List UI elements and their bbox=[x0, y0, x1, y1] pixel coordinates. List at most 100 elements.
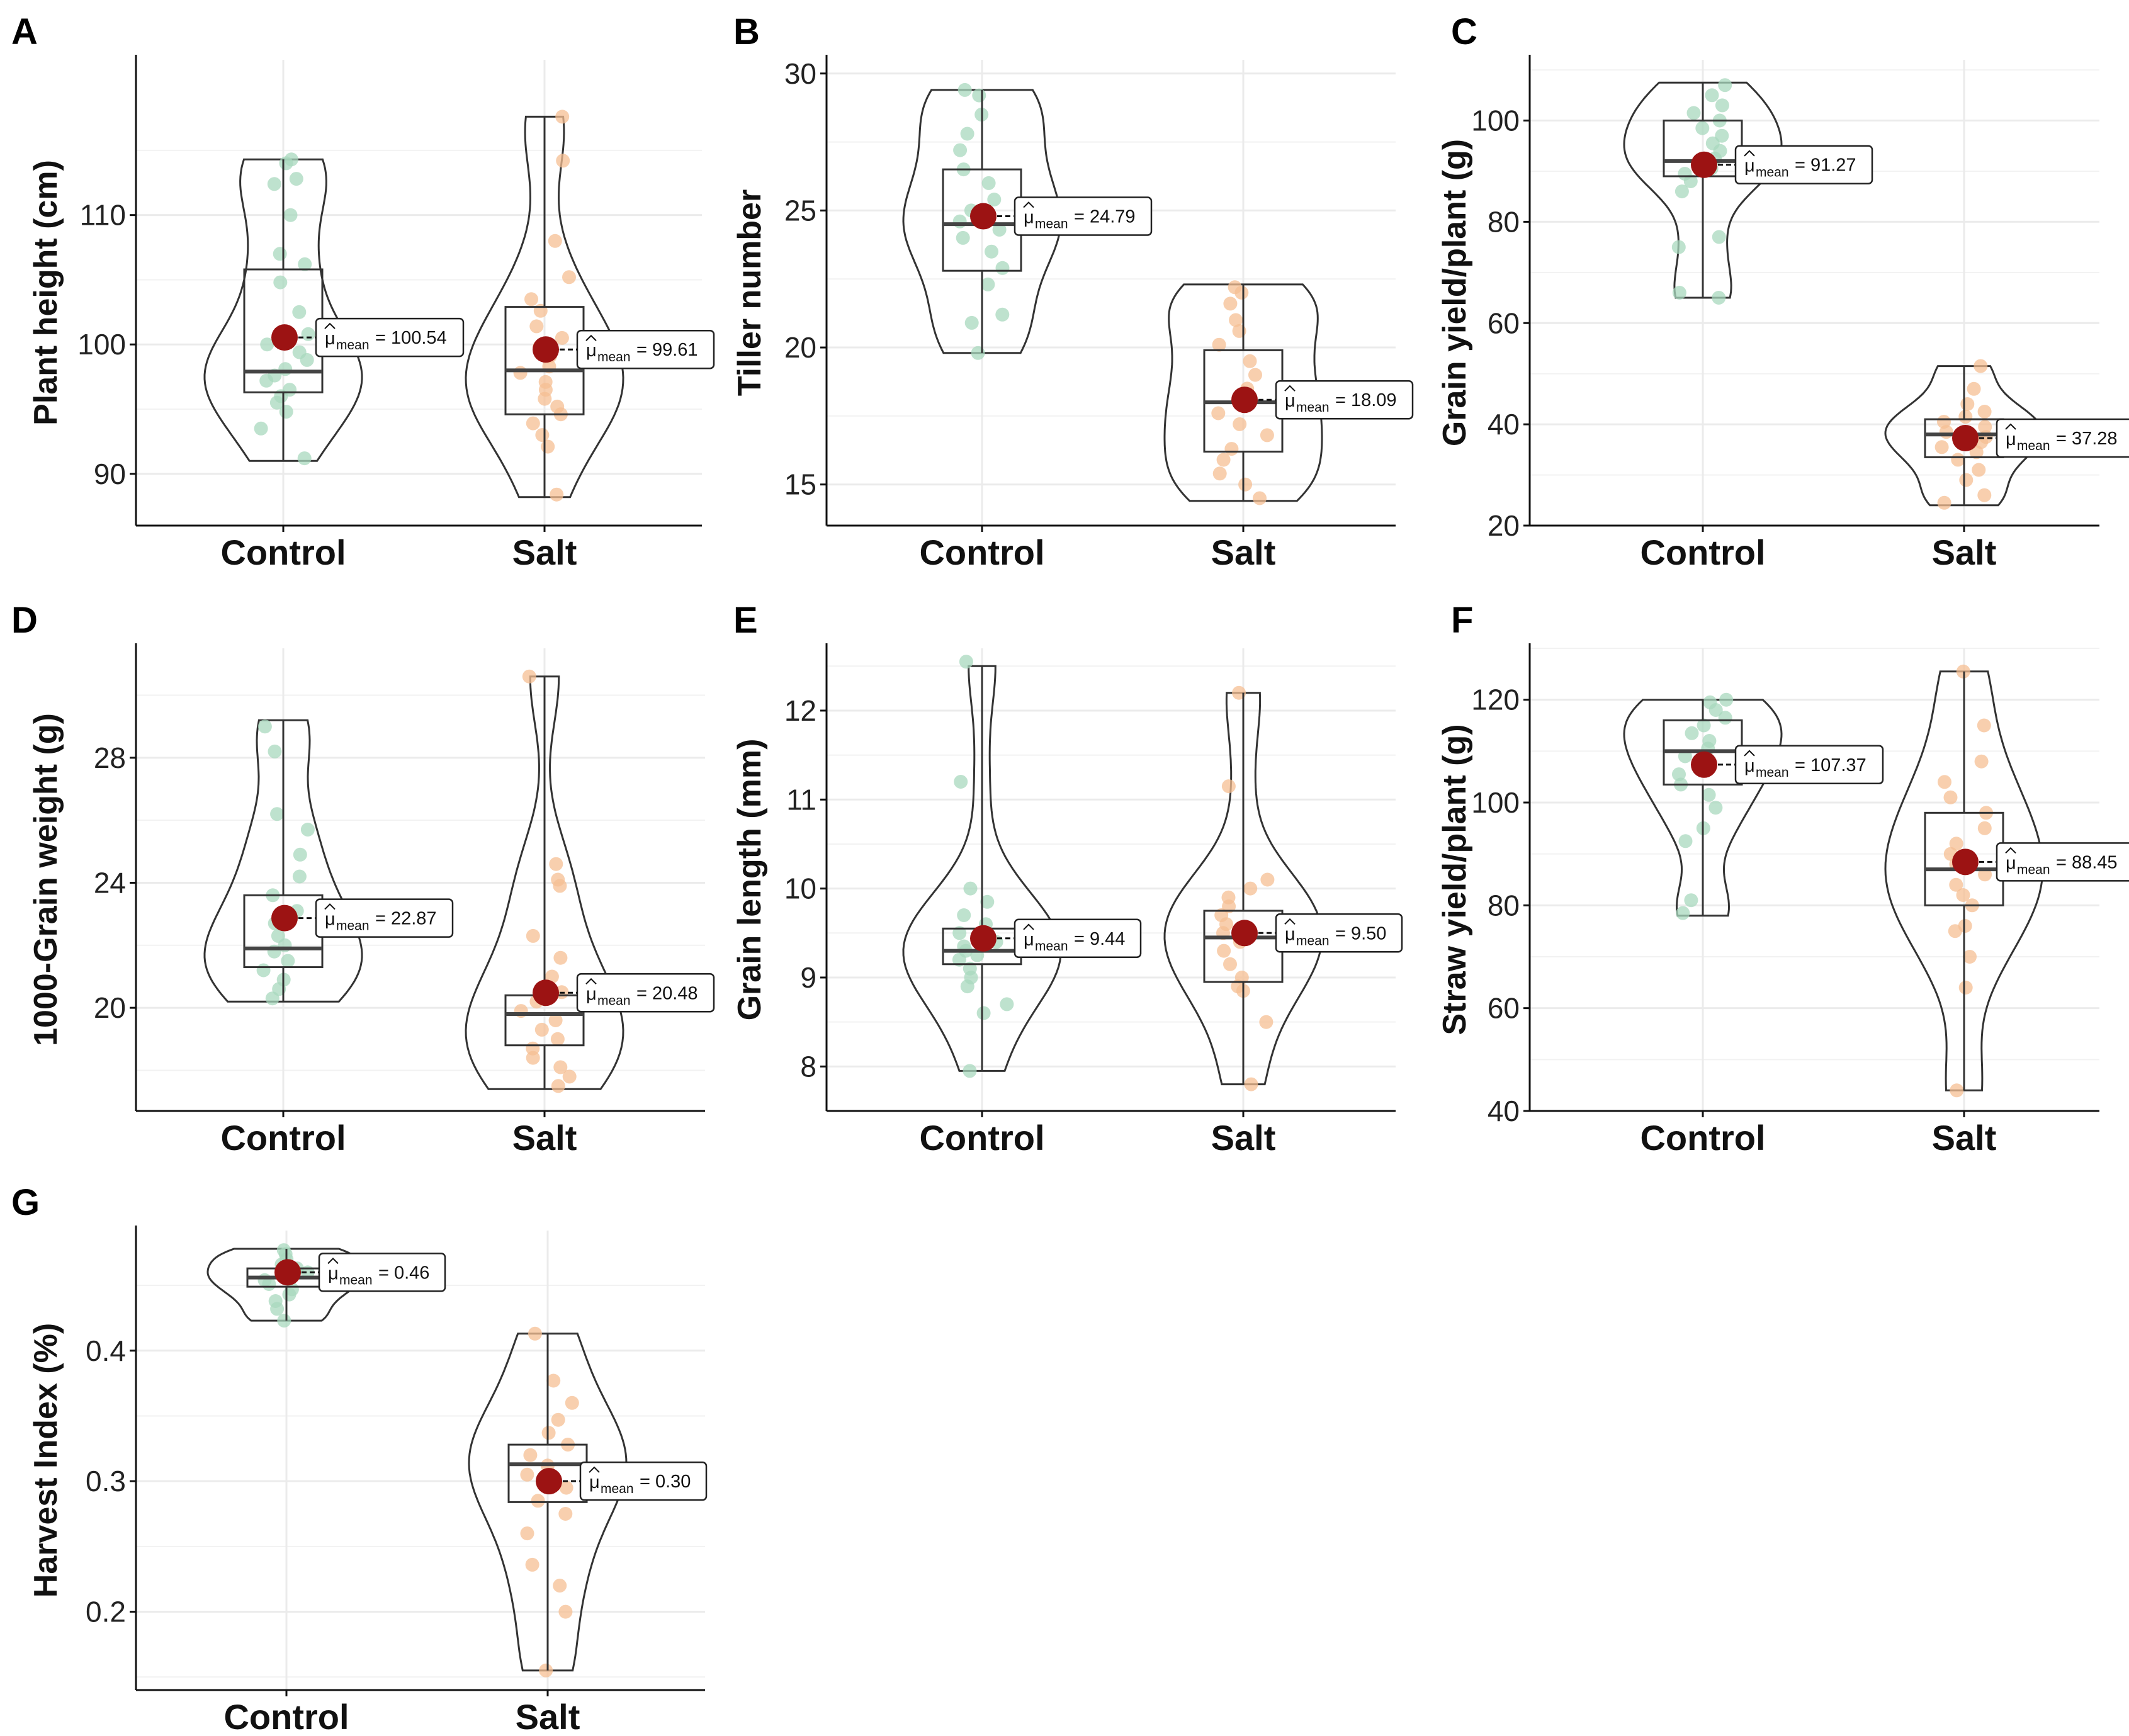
data-point bbox=[1960, 397, 1975, 411]
y-tick-label: 11 bbox=[786, 783, 816, 816]
mean-value: = 22.87 bbox=[375, 909, 437, 929]
y-tick-label: 15 bbox=[784, 468, 816, 501]
mean-symbol: μ bbox=[1024, 208, 1034, 228]
data-point bbox=[529, 319, 544, 334]
data-point bbox=[1974, 359, 1988, 373]
data-point bbox=[1672, 767, 1686, 782]
mean-label-box bbox=[1996, 842, 2129, 882]
data-point bbox=[964, 315, 979, 330]
data-point bbox=[1977, 718, 1991, 733]
x-tick-label-control: Control bbox=[220, 1118, 346, 1158]
group-salt: μ mean = 9.50 bbox=[1163, 685, 1403, 1091]
hat-icon bbox=[2005, 423, 2016, 430]
mean-subscript: mean bbox=[601, 1482, 634, 1496]
data-point bbox=[1223, 957, 1237, 971]
hat-icon bbox=[1023, 201, 1034, 208]
data-point bbox=[550, 1032, 565, 1046]
data-point bbox=[956, 230, 970, 245]
hat-icon bbox=[324, 903, 336, 910]
mean-symbol: μ bbox=[1024, 930, 1034, 950]
hat-icon bbox=[327, 1257, 339, 1265]
mean-subscript: mean bbox=[336, 338, 370, 352]
data-point bbox=[535, 428, 550, 442]
x-tick-label-salt: Salt bbox=[1932, 1118, 1997, 1158]
mean-dot bbox=[1691, 751, 1717, 778]
data-point bbox=[300, 823, 315, 837]
mean-subscript: mean bbox=[1756, 765, 1789, 780]
mean-label-box bbox=[1734, 145, 1873, 184]
data-point bbox=[551, 1412, 565, 1427]
mean-symbol: μ bbox=[2006, 853, 2016, 873]
y-tick-label: 10 bbox=[784, 872, 816, 905]
data-point bbox=[548, 234, 562, 248]
data-point bbox=[995, 261, 1010, 275]
y-tick-label: 12 bbox=[784, 694, 816, 727]
data-point bbox=[1937, 495, 1951, 510]
group-control: μ mean = 24.79 bbox=[902, 82, 1153, 360]
data-point bbox=[1243, 881, 1258, 896]
data-point bbox=[270, 807, 285, 821]
data-point bbox=[1934, 440, 1949, 454]
data-point bbox=[1212, 466, 1227, 481]
data-point bbox=[556, 154, 570, 168]
data-point bbox=[273, 247, 287, 261]
data-point bbox=[520, 1526, 534, 1541]
data-point bbox=[1676, 906, 1690, 920]
data-point bbox=[1685, 726, 1699, 740]
mean-symbol: μ bbox=[589, 1472, 600, 1492]
data-point bbox=[553, 1060, 568, 1074]
mean-symbol: μ bbox=[1744, 756, 1755, 776]
data-point bbox=[562, 1069, 577, 1084]
mean-subscript: mean bbox=[1756, 166, 1789, 180]
data-point bbox=[1695, 121, 1710, 135]
data-point bbox=[959, 655, 973, 669]
data-point bbox=[1678, 167, 1692, 181]
data-point bbox=[281, 954, 295, 968]
x-tick-label-salt: Salt bbox=[1211, 1118, 1276, 1158]
data-point bbox=[1978, 420, 1992, 434]
group-control: μ mean = 9.44 bbox=[902, 655, 1142, 1078]
data-point bbox=[953, 143, 968, 157]
data-point bbox=[1216, 453, 1231, 467]
hat-icon bbox=[2005, 847, 2016, 854]
data-point bbox=[558, 1507, 573, 1521]
mean-symbol: μ bbox=[325, 910, 336, 930]
x-tick-label-salt: Salt bbox=[516, 1697, 580, 1736]
panel-letter: B bbox=[733, 11, 760, 52]
data-point bbox=[981, 176, 996, 190]
y-tick-label: 40 bbox=[1488, 408, 1520, 441]
data-point bbox=[520, 1467, 534, 1482]
data-point bbox=[1674, 184, 1689, 199]
data-point bbox=[1977, 488, 1992, 502]
hat-icon bbox=[1023, 923, 1034, 930]
mean-value: = 0.46 bbox=[378, 1263, 429, 1283]
mean-value: = 24.79 bbox=[1074, 207, 1136, 227]
hat-icon bbox=[1284, 918, 1296, 925]
data-point bbox=[1712, 291, 1726, 305]
data-point bbox=[526, 1041, 540, 1056]
data-point bbox=[1686, 106, 1701, 120]
mean-value: = 0.30 bbox=[640, 1472, 691, 1492]
group-control: μ mean = 107.37 bbox=[1623, 692, 1884, 920]
y-axis-title: Grain length (mm) bbox=[731, 739, 768, 1021]
mean-dot bbox=[533, 336, 559, 363]
x-tick-label-control: Control bbox=[220, 533, 346, 572]
data-point bbox=[257, 719, 272, 734]
data-point bbox=[1963, 950, 1977, 964]
x-tick-label-salt: Salt bbox=[1211, 533, 1276, 572]
hat-icon bbox=[1744, 150, 1755, 157]
mean-value: = 20.48 bbox=[636, 983, 698, 1003]
x-tick-label-control: Control bbox=[919, 533, 1044, 572]
data-point bbox=[1212, 337, 1226, 352]
data-point bbox=[976, 1006, 991, 1020]
mean-dot bbox=[1691, 151, 1717, 178]
data-point bbox=[297, 451, 312, 466]
data-point bbox=[992, 222, 1007, 237]
data-point bbox=[1678, 834, 1693, 848]
data-point bbox=[1221, 890, 1236, 905]
data-point bbox=[555, 330, 569, 345]
data-point bbox=[562, 270, 576, 285]
